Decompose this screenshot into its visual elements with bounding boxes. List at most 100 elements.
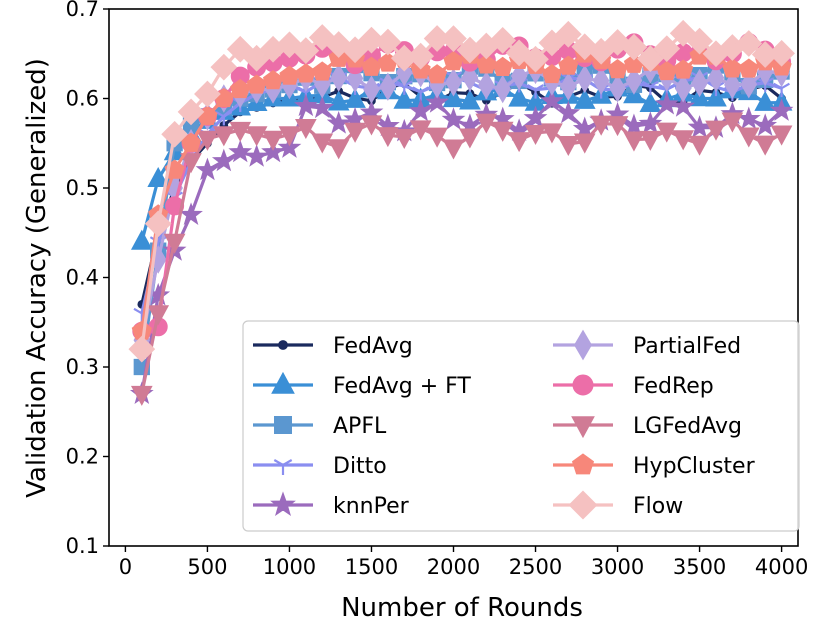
data-point <box>228 139 253 163</box>
data-point <box>442 139 465 160</box>
legend-marker <box>568 490 598 520</box>
legend-item: PartialFed <box>553 329 741 361</box>
series-lgfedavg <box>130 112 793 406</box>
series-ditto <box>133 71 790 323</box>
legend-item: FedAvg <box>253 334 413 359</box>
legend-item: APFL <box>253 414 387 439</box>
legend-label: HypCluster <box>633 454 756 479</box>
data-point <box>379 72 397 101</box>
data-point <box>177 98 205 126</box>
data-point <box>622 113 646 137</box>
legend-item: FedAvg + FT <box>253 371 471 399</box>
data-point <box>673 59 694 79</box>
data-point <box>295 63 316 83</box>
data-point <box>279 65 300 85</box>
data-point <box>409 120 432 141</box>
data-point <box>737 127 760 148</box>
data-point <box>360 115 383 136</box>
data-point <box>492 56 513 76</box>
series-hypcluster <box>131 43 792 340</box>
data-point <box>592 66 610 95</box>
data-point <box>691 68 708 98</box>
data-point <box>165 196 185 216</box>
data-point <box>638 111 663 134</box>
y-tick-label: 0.5 <box>66 176 99 200</box>
data-point <box>540 88 564 112</box>
data-point <box>671 94 696 117</box>
data-point <box>445 68 462 97</box>
data-point <box>441 107 466 130</box>
data-point <box>311 133 334 154</box>
data-point <box>261 139 285 163</box>
series-line <box>140 86 782 243</box>
data-point <box>672 130 695 151</box>
data-point <box>576 64 594 94</box>
data-point <box>147 305 170 326</box>
data-point <box>229 121 252 142</box>
legend-label: FedAvg + FT <box>333 374 471 399</box>
data-point <box>508 86 530 107</box>
legend-marker <box>571 416 595 439</box>
data-point <box>293 93 318 117</box>
data-point <box>408 98 433 122</box>
data-point <box>541 123 563 144</box>
data-point <box>754 135 777 156</box>
data-point <box>374 28 402 56</box>
legend-marker <box>274 416 292 434</box>
data-point <box>705 86 727 107</box>
legend-marker <box>278 340 288 350</box>
data-point <box>625 66 643 95</box>
x-axis-label: Number of Rounds <box>341 593 583 623</box>
data-point <box>194 80 221 108</box>
y-tick-label: 0.3 <box>66 355 99 379</box>
data-point <box>639 130 662 151</box>
legend-item: Ditto <box>253 454 387 479</box>
data-point <box>522 45 549 73</box>
data-point <box>541 63 563 84</box>
data-point <box>478 71 495 100</box>
legend-box <box>242 320 800 532</box>
legend-marker <box>273 459 293 475</box>
y-tick-label: 0.7 <box>66 0 99 21</box>
legend-marker <box>571 453 595 475</box>
data-point <box>144 210 172 238</box>
data-point <box>770 125 793 146</box>
legend-label: FedAvg <box>333 334 413 359</box>
data-point <box>245 126 268 147</box>
data-point <box>395 80 413 95</box>
x-tick-label: 2000 <box>427 555 480 579</box>
data-point <box>491 121 514 142</box>
data-point <box>211 148 236 172</box>
data-point <box>262 130 284 151</box>
data-point <box>606 116 629 137</box>
legend-label: LGFedAvg <box>633 414 742 439</box>
legend-item: HypCluster <box>553 453 756 479</box>
data-point <box>721 112 744 133</box>
data-point <box>426 64 448 84</box>
legend: FedAvg FedAvg + FT APFL Ditto knnPer PartialF… <box>242 320 800 532</box>
data-point <box>688 135 711 156</box>
y-tick-label: 0.2 <box>66 445 99 469</box>
data-point <box>653 35 681 63</box>
data-point <box>327 139 350 160</box>
data-point <box>769 98 794 121</box>
legend-marker <box>271 371 295 394</box>
data-point <box>560 72 577 101</box>
legend-marker <box>270 491 296 516</box>
data-point <box>459 89 481 110</box>
legend-label: PartialFed <box>633 334 741 359</box>
x-tick-label: 500 <box>187 555 227 579</box>
data-point <box>623 131 645 152</box>
data-point <box>363 75 380 104</box>
data-point <box>740 69 758 99</box>
data-point <box>210 53 238 81</box>
x-tick-label: 0 <box>119 555 132 579</box>
legend-label: FedRep <box>633 374 714 399</box>
legend-item: knnPer <box>253 491 410 519</box>
data-point <box>735 30 763 57</box>
axes: 0 500 1000 1500 2000 2500 3000 3500 4000 0.1 0.2 0.… <box>66 0 809 579</box>
data-point <box>554 20 582 48</box>
data-point <box>556 100 581 124</box>
data-point <box>754 90 777 111</box>
